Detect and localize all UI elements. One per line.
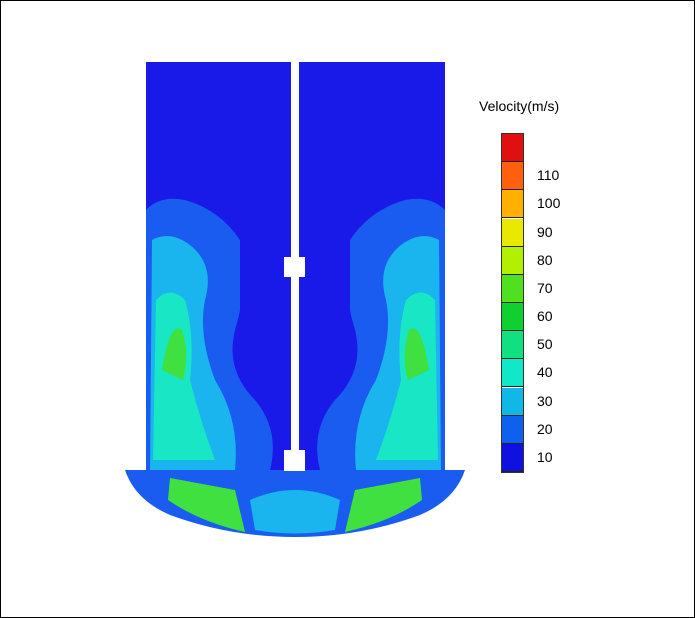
bottom-left-jet xyxy=(168,478,245,532)
legend-label: 110 xyxy=(537,167,560,184)
upper-impeller xyxy=(284,257,305,277)
legend-swatch xyxy=(502,303,523,332)
legend-label: 80 xyxy=(537,251,553,268)
legend-swatch xyxy=(502,387,523,416)
legend-swatch xyxy=(502,443,523,472)
legend-swatch xyxy=(502,359,523,388)
legend-swatch xyxy=(502,190,523,219)
legend-label: 70 xyxy=(537,279,553,296)
bottom-center-zone xyxy=(250,490,340,534)
legend-label: 90 xyxy=(537,223,553,240)
legend-title: Velocity(m/s) xyxy=(479,98,560,114)
legend-swatch xyxy=(502,218,523,247)
legend-swatch xyxy=(502,331,523,360)
left-velocity-peak xyxy=(162,328,187,380)
legend-label: 20 xyxy=(537,420,553,437)
legend-label: 100 xyxy=(537,195,561,212)
legend-label: 40 xyxy=(537,364,553,381)
legend-label: 30 xyxy=(537,392,553,409)
legend-swatch xyxy=(502,134,523,163)
lower-impeller xyxy=(284,450,305,471)
legend-label: 50 xyxy=(537,336,553,353)
color-legend-bar xyxy=(501,133,524,473)
legend-swatch xyxy=(502,246,523,275)
right-velocity-peak xyxy=(404,328,429,380)
legend-label: 60 xyxy=(537,308,553,325)
legend-label: 10 xyxy=(537,448,553,465)
legend-swatch xyxy=(502,274,523,303)
legend-swatch xyxy=(502,162,523,191)
right-velocity-zone-high xyxy=(376,292,438,460)
left-velocity-zone-high xyxy=(153,292,215,460)
legend-swatch xyxy=(502,415,523,444)
bottom-right-jet xyxy=(345,478,422,532)
